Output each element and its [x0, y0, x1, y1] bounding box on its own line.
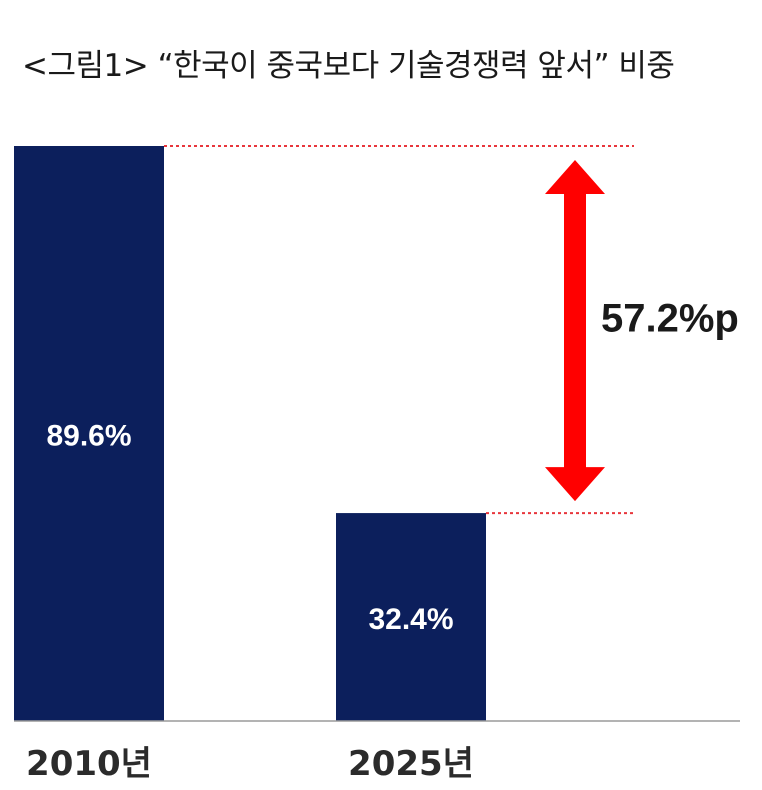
- bar-value-label-1: 89.6%: [46, 420, 131, 453]
- chart-title: <그림1> “한국이 중국보다 기술경쟁력 앞서” 비중: [22, 48, 675, 84]
- category-label-2: 2025년: [348, 744, 474, 784]
- bar-1: [14, 146, 164, 721]
- difference-arrow: [545, 160, 605, 502]
- category-label-1: 2010년: [26, 744, 152, 784]
- difference-label: 57.2%p: [601, 297, 739, 341]
- bar-2: [336, 513, 486, 721]
- bar-value-label-2: 32.4%: [368, 603, 453, 636]
